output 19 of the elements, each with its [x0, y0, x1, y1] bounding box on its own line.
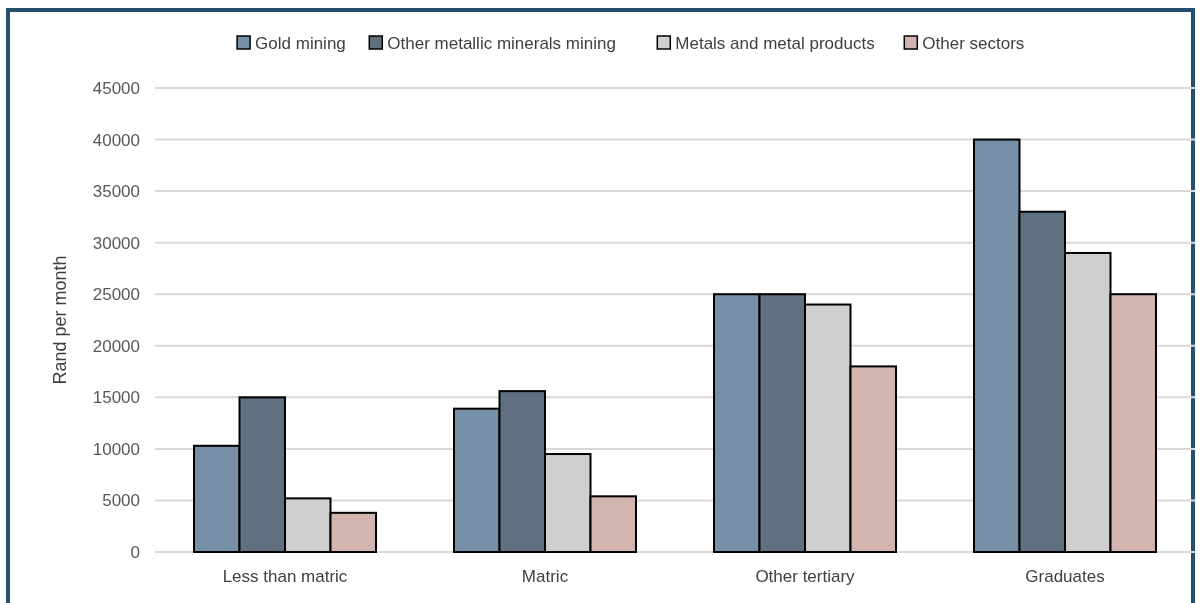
y-tick-label: 20000	[92, 336, 140, 356]
legend-label: Other metallic minerals mining	[387, 33, 616, 53]
y-axis-title: Rand per month	[50, 255, 70, 385]
y-tick-label: 45000	[92, 78, 140, 98]
y-tick-label: 0	[130, 542, 140, 562]
y-tick-label: 5000	[102, 491, 140, 511]
legend-label: Gold mining	[255, 33, 346, 53]
y-tick-label: 15000	[92, 388, 140, 408]
y-tick-label: 10000	[92, 439, 140, 459]
legend-label: Other sectors	[922, 33, 1025, 53]
y-tick-label: 35000	[92, 182, 140, 202]
y-tick-label: 30000	[92, 233, 140, 253]
x-tick-label: Less than matric	[222, 567, 348, 586]
legend-label: Metals and metal products	[675, 33, 875, 53]
x-tick-label: Other tertiary	[755, 567, 856, 586]
x-tick-label: Matric	[521, 567, 569, 586]
y-tick-label: 25000	[92, 285, 140, 305]
y-tick-label: 40000	[92, 130, 140, 150]
x-tick-label: Graduates	[1025, 567, 1105, 586]
